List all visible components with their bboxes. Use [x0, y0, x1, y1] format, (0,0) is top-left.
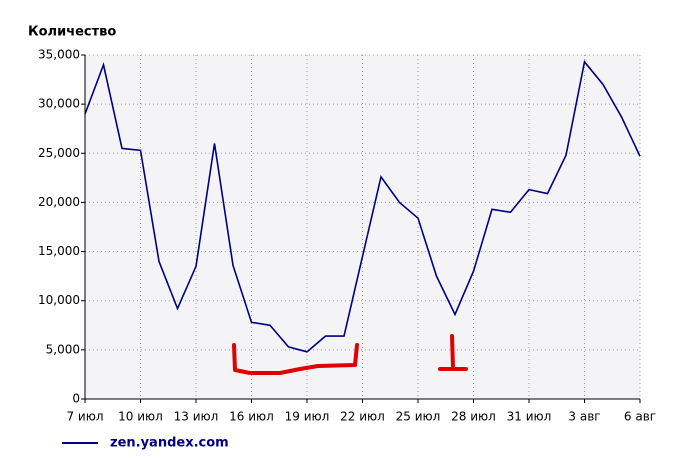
x-tick-label: 28 июл: [451, 410, 496, 424]
red-mark: [438, 334, 468, 371]
x-tick-label: 7 июл: [66, 410, 103, 424]
annotations: [232, 334, 468, 375]
y-tick-label: 5,000: [46, 342, 80, 356]
marks: [84, 60, 641, 353]
x-tick-label: 19 июл: [285, 410, 330, 424]
x-tick-label: 10 июл: [118, 410, 163, 424]
red-bracket: [232, 343, 359, 375]
y-tick-label: 0: [72, 392, 80, 406]
y-tick-label: 10,000: [38, 293, 80, 307]
x-tick-label: 16 июл: [229, 410, 274, 424]
series-line: [84, 60, 641, 353]
y-tick-label: 35,000: [38, 48, 80, 62]
x-tick-label: 3 авг: [568, 410, 600, 424]
x-tick-label: 13 июл: [174, 410, 219, 424]
x-tick-label: 6 авг: [624, 410, 656, 424]
x-tick-label: 31 июл: [507, 410, 552, 424]
x-tick-label: 25 июл: [396, 410, 441, 424]
legend: zen.yandex.com: [62, 436, 229, 451]
y-tick-label: 25,000: [38, 146, 80, 160]
legend-label: zen.yandex.com: [110, 436, 229, 451]
x-tick-label: 22 июл: [340, 410, 385, 424]
y-tick-label: 30,000: [38, 97, 80, 111]
y-tick-label: 20,000: [38, 195, 80, 209]
y-axis-title: Количество: [28, 25, 116, 40]
y-tick-label: 15,000: [38, 244, 80, 258]
